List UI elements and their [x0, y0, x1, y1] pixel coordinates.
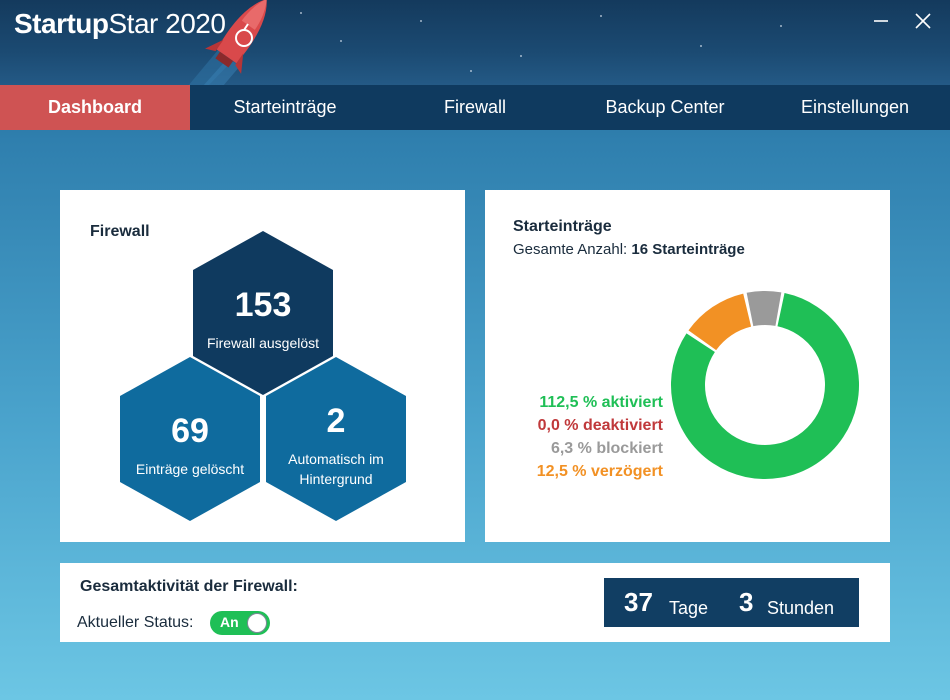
main-nav: Dashboard Starteinträge Firewall Backup … — [0, 85, 950, 130]
donut-segment-aktiviert — [671, 291, 859, 479]
uptime-display: 37 Tage 3 Stunden — [604, 578, 859, 627]
close-icon[interactable] — [910, 8, 936, 34]
hex-background — [266, 357, 406, 521]
legend-blocked: 6,3 % blockiert — [550, 440, 663, 457]
star-decoration — [700, 45, 702, 47]
tab-einstellungen[interactable]: Einstellungen — [800, 97, 910, 117]
activity-panel: Gesamtaktivität der Firewall: Aktueller … — [60, 563, 890, 642]
star-decoration — [300, 12, 302, 14]
app-title: StartupStar 2020 — [14, 8, 226, 39]
firewall-hexagons — [120, 231, 406, 521]
tab-firewall[interactable]: Firewall — [443, 97, 506, 117]
star-decoration — [520, 55, 522, 57]
entries-deleted-label: Einträge gelöscht — [135, 461, 245, 477]
star-decoration — [340, 40, 342, 42]
hex-firewall-triggered — [193, 231, 333, 395]
hex-entries-deleted — [120, 357, 260, 521]
star-decoration — [780, 25, 782, 27]
star-decoration — [470, 70, 472, 72]
status-label: Aktueller Status: — [77, 614, 194, 631]
total-count: Gesamte Anzahl: 16 Starteinträge — [513, 241, 745, 258]
toggle-label: An — [220, 614, 239, 630]
startup-panel-title: Starteinträge — [513, 218, 612, 235]
uptime-days-unit: Tage — [669, 598, 709, 618]
firewall-triggered-value: 153 — [234, 286, 292, 324]
entries-deleted-value: 69 — [171, 412, 209, 450]
activity-panel-title: Gesamtaktivität der Firewall: — [80, 578, 298, 595]
minimize-icon[interactable] — [868, 8, 894, 34]
tab-dashboard[interactable]: Dashboard — [0, 85, 190, 130]
uptime-hours-unit: Stunden — [767, 598, 835, 618]
background-value: 2 — [326, 402, 346, 440]
tab-starteintraege[interactable]: Starteinträge — [233, 97, 337, 117]
startup-panel: Starteinträge Gesamte Anzahl: 16 Startei… — [485, 190, 890, 542]
firewall-status-toggle[interactable]: An — [210, 611, 270, 635]
star-decoration — [600, 15, 602, 17]
firewall-panel-title: Firewall — [90, 223, 150, 240]
rocket-icon — [188, 0, 267, 86]
uptime-hours-value: 3 — [739, 587, 754, 617]
legend-delayed: 12,5 % verzögert — [536, 463, 663, 480]
firewall-panel: Firewall 153 Firewall ausgelöst 69 Eintr… — [60, 190, 465, 542]
firewall-triggered-label: Firewall ausgelöst — [206, 335, 320, 351]
legend-deactivated: 0,0 % deaktiviert — [537, 417, 663, 434]
toggle-knob — [247, 613, 267, 633]
legend-activated: 112,5 % aktiviert — [539, 394, 663, 411]
startup-donut-chart — [671, 291, 859, 479]
tab-backup-center[interactable]: Backup Center — [605, 97, 725, 117]
title-bar: StartupStar 2020 — [0, 0, 950, 86]
background-label: Automatisch im Hintergrund — [288, 451, 384, 487]
star-decoration — [420, 20, 422, 22]
uptime-days-value: 37 — [624, 587, 653, 617]
